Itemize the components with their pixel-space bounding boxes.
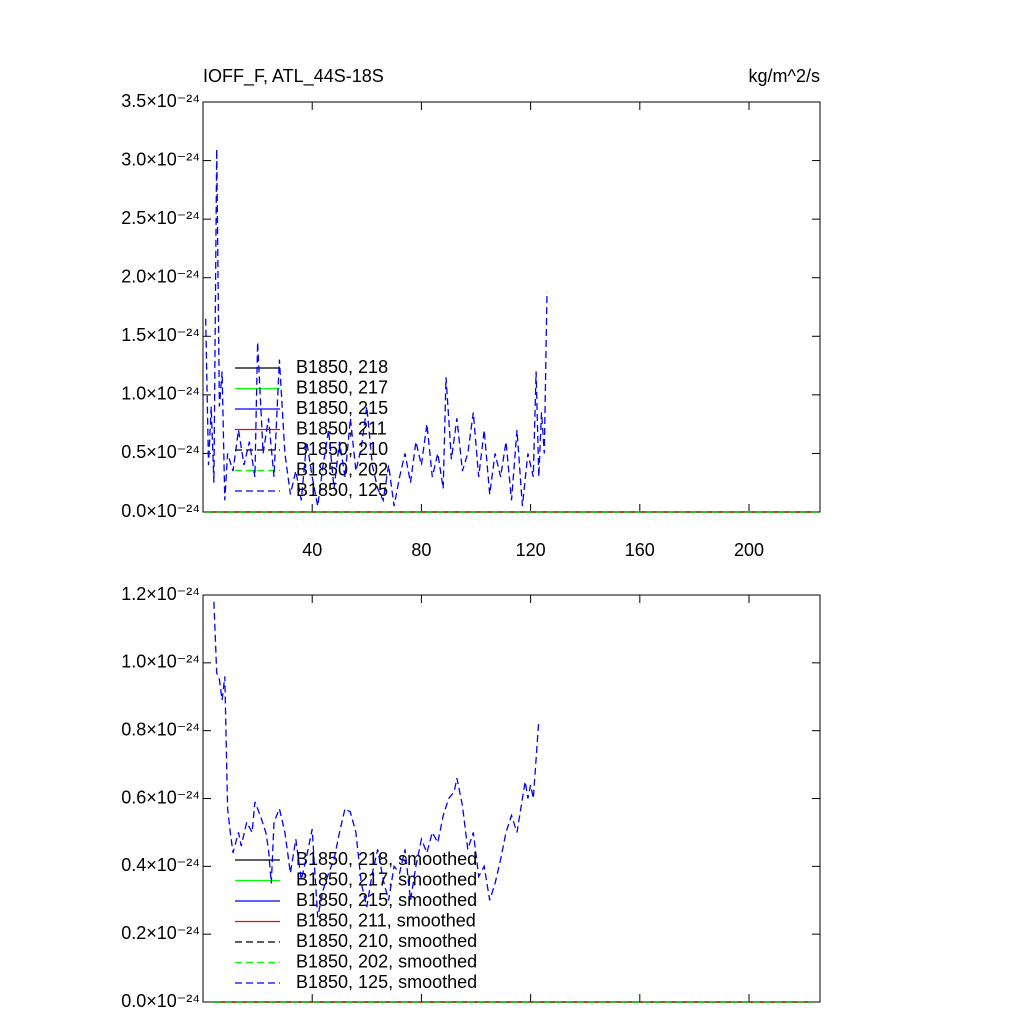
- legend-label: B1850, 218: [296, 357, 388, 377]
- x-tick-label: 80: [411, 540, 431, 560]
- series-line: [213, 601, 540, 918]
- y-tick-label: 0.8×10⁻²⁴: [121, 719, 200, 739]
- y-tick-label: 2.5×10⁻²⁴: [121, 208, 200, 228]
- x-tick-label: 40: [302, 540, 322, 560]
- legend-label: B1850, 125, smoothed: [296, 972, 477, 992]
- y-tick-label: 0.4×10⁻²⁴: [121, 855, 200, 875]
- chart-title: IOFF_F, ATL_44S-18S: [203, 66, 384, 87]
- legend-label: B1850, 211, smoothed: [296, 910, 476, 930]
- y-tick-label: 1.0×10⁻²⁴: [121, 652, 200, 672]
- x-tick-label: 120: [516, 540, 546, 560]
- legend-label: B1850, 202: [296, 459, 388, 479]
- legend-label: B1850, 125: [296, 480, 388, 500]
- y-tick-label: 1.2×10⁻²⁴: [121, 584, 200, 604]
- units-label: kg/m^2/s: [749, 66, 820, 86]
- y-tick-label: 0.0×10⁻²⁴: [121, 501, 200, 521]
- series-line: [205, 148, 548, 507]
- legend-label: B1850, 210, smoothed: [296, 931, 477, 951]
- legend-label: B1850, 218, smoothed: [296, 849, 477, 869]
- y-tick-label: 3.5×10⁻²⁴: [121, 91, 200, 111]
- legend-label: B1850, 210: [296, 439, 388, 459]
- y-tick-label: 3.0×10⁻²⁴: [121, 149, 200, 169]
- x-tick-label: 200: [734, 540, 764, 560]
- legend-label: B1850, 202, smoothed: [296, 951, 477, 971]
- y-tick-label: 1.5×10⁻²⁴: [121, 325, 200, 345]
- y-tick-label: 0.2×10⁻²⁴: [121, 923, 200, 943]
- y-tick-label: 1.0×10⁻²⁴: [121, 384, 200, 404]
- y-tick-label: 0.6×10⁻²⁴: [121, 787, 200, 807]
- x-tick-label: 160: [625, 540, 655, 560]
- y-tick-label: 0.0×10⁻²⁴: [121, 991, 200, 1011]
- y-tick-label: 0.5×10⁻²⁴: [121, 442, 200, 462]
- legend-label: B1850, 211: [296, 418, 387, 438]
- legend-label: B1850, 215: [296, 398, 388, 418]
- legend-label: B1850, 215, smoothed: [296, 890, 477, 910]
- y-tick-label: 2.0×10⁻²⁴: [121, 266, 200, 286]
- legend-label: B1850, 217: [296, 377, 388, 397]
- legend-label: B1850, 217, smoothed: [296, 869, 477, 889]
